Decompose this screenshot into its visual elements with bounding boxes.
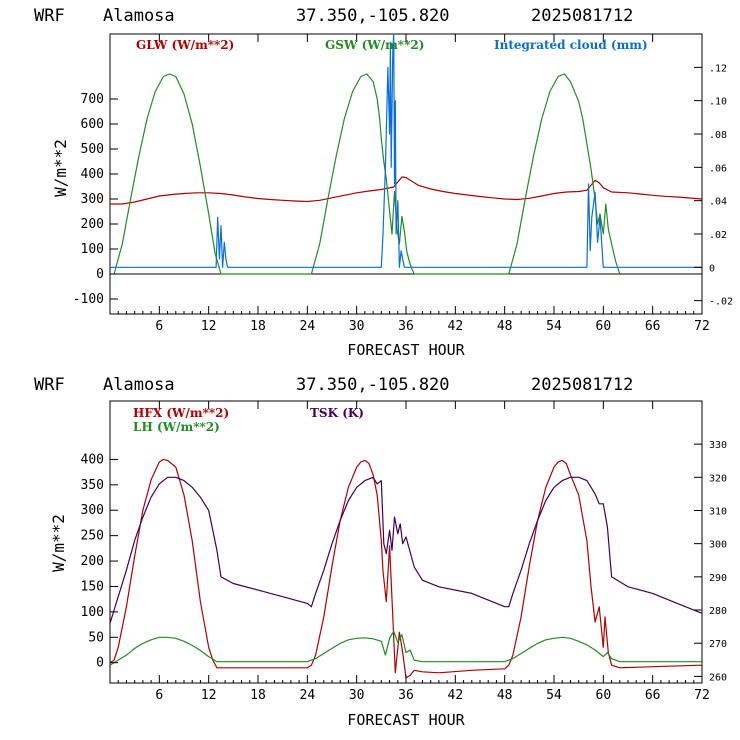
x-tick-label: 72	[694, 319, 710, 334]
y2-tick-label: .04	[709, 197, 727, 208]
x-tick-label: 30	[349, 688, 365, 703]
legend-cloud: Integrated cloud (mm)	[494, 38, 648, 52]
y2-tick-label: 290	[709, 573, 727, 584]
y2-tick-label: 270	[709, 639, 727, 650]
y-tick-label: 100	[81, 605, 104, 620]
y-tick-label: 200	[81, 217, 104, 232]
panel-top-coords: 37.350,-105.820	[296, 6, 450, 26]
y2-tick-label: 280	[709, 606, 727, 617]
panel-top-run: 2025081712	[531, 6, 633, 26]
y-tick-label: 500	[81, 142, 104, 157]
y2-tick-label: .10	[709, 97, 727, 108]
x-tick-label: 24	[300, 319, 316, 334]
panel-bottom-run: 2025081712	[531, 375, 633, 395]
series-line-gsw	[113, 73, 621, 275]
y-tick-label: 300	[81, 503, 104, 518]
x-tick-label: 72	[694, 688, 710, 703]
series-line-glw	[110, 176, 703, 205]
series-line-hfx	[109, 458, 703, 679]
plot-frame-bottom	[109, 400, 703, 684]
x-tick-label: 66	[645, 688, 661, 703]
y-tick-label: 200	[81, 554, 104, 569]
series-line-lh	[109, 630, 702, 666]
x-tick-label: 54	[546, 688, 562, 703]
x-ticks-bottom: 6 12 18 24 30 36 42 48 54 60 66 72	[117, 401, 710, 703]
legend-glw: GLW (W/m**2)	[136, 38, 234, 52]
x-tick-label: 48	[497, 688, 513, 703]
y-tick-label: 100	[81, 242, 104, 257]
x-tick-label: 18	[250, 319, 266, 334]
plot-frame-top	[109, 33, 703, 315]
y-tick-label: 250	[81, 529, 104, 544]
series-lines-top	[110, 33, 703, 275]
x-tick-label: 48	[497, 319, 513, 334]
series-lines-bottom	[109, 458, 703, 679]
y2-tick-label: -.02	[709, 297, 733, 308]
legend-tsk: TSK (K)	[310, 406, 364, 420]
panel-top: WRF Alamosa 37.350,-105.820 2025081712 6…	[34, 6, 733, 359]
y2-tick-label: .02	[709, 230, 727, 241]
x-tick-label: 36	[398, 688, 414, 703]
panel-top-station: Alamosa	[103, 6, 175, 26]
y2-tick-label: .06	[709, 163, 727, 174]
x-tick-label: 24	[300, 688, 316, 703]
y2-tick-label: 330	[709, 440, 727, 451]
y-tick-label: 150	[81, 579, 104, 594]
y-tick-label: 600	[81, 117, 104, 132]
y2-tick-label: 310	[709, 506, 727, 517]
y2-tick-label: 260	[709, 672, 727, 683]
y2-tick-label: .12	[709, 63, 727, 74]
y2-tick-label: 320	[709, 473, 727, 484]
x-tick-label: 12	[201, 319, 217, 334]
y-tick-label: 300	[81, 192, 104, 207]
y-tick-label: 700	[81, 92, 104, 107]
x-tick-label: 66	[645, 319, 661, 334]
panel-top-model: WRF	[34, 6, 65, 26]
x-tick-label: 6	[155, 319, 163, 334]
x-axis-label-bottom: FORECAST HOUR	[347, 711, 465, 729]
y-tick-label: -100	[73, 292, 104, 307]
y2-ticks-bottom: 260 270 280 290 300 310 320 330	[694, 440, 727, 683]
x-tick-label: 6	[155, 688, 163, 703]
y-tick-label: 0	[96, 267, 104, 282]
y-ticks-top: -100 0 100 200 300 400 500 600 700	[73, 92, 118, 307]
legend-gsw: GSW (W/m**2)	[325, 38, 424, 52]
panel-bottom-model: WRF	[34, 375, 65, 395]
x-tick-label: 60	[596, 688, 612, 703]
y2-tick-label: 0	[709, 263, 715, 274]
x-axis-label-top: FORECAST HOUR	[347, 341, 465, 359]
y2-ticks-top: -.02 0 .02 .04 .06 .08 .10 .12	[694, 63, 733, 308]
series-line-integrated	[110, 33, 702, 268]
legend-lh: LH (W/m**2)	[133, 420, 220, 434]
legend-hfx: HFX (W/m**2)	[133, 406, 229, 420]
y-tick-label: 0	[96, 656, 104, 671]
y-axis-label-top: W/m**2	[51, 139, 70, 197]
x-tick-label: 12	[201, 688, 217, 703]
y2-tick-label: 300	[709, 540, 727, 551]
panel-bottom-station: Alamosa	[103, 375, 175, 395]
y-tick-label: 50	[88, 630, 104, 645]
x-tick-label: 54	[546, 319, 562, 334]
x-tick-label: 60	[596, 319, 612, 334]
x-tick-label: 36	[398, 319, 414, 334]
x-tick-label: 30	[349, 319, 365, 334]
x-ticks-top: 6 12 18 24 30 36 42 48 54 60 66 72	[117, 34, 710, 334]
panel-bottom: WRF Alamosa 37.350,-105.820 2025081712 6…	[34, 375, 727, 729]
x-tick-label: 42	[448, 688, 464, 703]
y-axis-label-bottom: W/m**2	[49, 514, 68, 572]
y-tick-label: 400	[81, 452, 104, 467]
x-tick-label: 18	[250, 688, 266, 703]
x-tick-label: 42	[448, 319, 464, 334]
series-line-tsk	[109, 476, 703, 624]
y-ticks-bottom: 0 50 100 150 200 250 300 350 400	[81, 452, 118, 671]
y-tick-label: 350	[81, 478, 104, 493]
y-tick-label: 400	[81, 167, 104, 182]
panel-bottom-coords: 37.350,-105.820	[296, 375, 450, 395]
y2-tick-label: .08	[709, 130, 727, 141]
